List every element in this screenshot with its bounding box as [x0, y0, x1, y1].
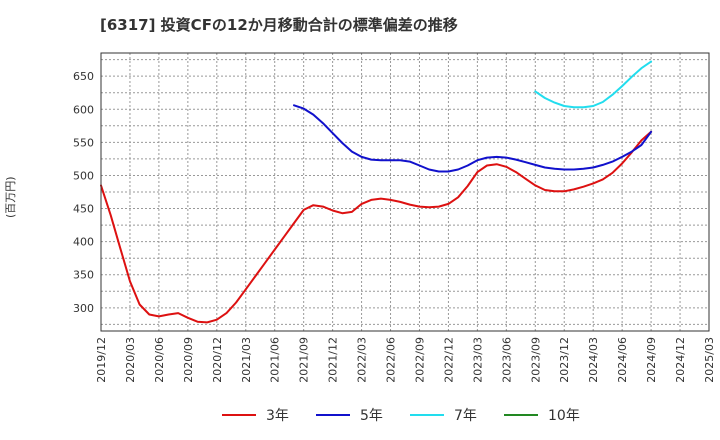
series-line-5年 [293, 104, 653, 173]
legend-swatch [222, 414, 256, 416]
legend-item: 10年 [504, 404, 580, 426]
chart-title: [6317] 投資CFの12か月移動合計の標準偏差の推移 [100, 16, 458, 34]
legend-swatch [316, 414, 350, 416]
legend-label: 3年 [266, 408, 289, 424]
x-tick-label: 2024/06 [616, 337, 629, 383]
y-tick-label: 450 [73, 203, 94, 216]
x-tick-label: 2025/03 [703, 337, 716, 383]
x-tick-label: 2024/09 [645, 337, 658, 383]
y-tick-labels: 300 350 400 450 500 550 600 650 [73, 70, 94, 315]
legend-item: 7年 [410, 404, 477, 426]
x-tick-label: 2022/12 [442, 337, 455, 383]
plot-area-frame [100, 52, 710, 332]
x-tick-label: 2023/09 [529, 337, 542, 383]
legend-swatch [410, 414, 444, 416]
y-tick-label: 600 [73, 103, 94, 116]
x-tick-label: 2020/09 [182, 337, 195, 383]
x-tick-labels: 2019/12 2020/03 2020/06 2020/09 2020/12 2021/… [95, 337, 716, 383]
y-tick-label: 300 [73, 302, 94, 315]
x-tick-label: 2023/12 [558, 337, 571, 383]
x-tick-label: 2022/03 [356, 337, 369, 383]
legend: 3年 5年 7年 10年 [0, 404, 720, 426]
y-tick-label: 400 [73, 236, 94, 249]
series-line-3年 [100, 130, 653, 324]
x-tick-label: 2021/12 [327, 337, 340, 383]
x-tick-label: 2019/12 [95, 337, 108, 383]
y-tick-label: 500 [73, 169, 94, 182]
y-tick-label: 650 [73, 70, 94, 83]
x-tick-label: 2020/06 [153, 337, 166, 383]
legend-item: 5年 [316, 404, 383, 426]
y-tick-label: 350 [73, 269, 94, 282]
x-tick-label: 2021/09 [298, 337, 311, 383]
series-line-7年 [534, 60, 653, 109]
y-tick-label: 550 [73, 136, 94, 149]
x-tick-label: 2022/06 [385, 337, 398, 383]
x-tick-label: 2023/03 [471, 337, 484, 383]
x-tick-label: 2021/06 [269, 337, 282, 383]
x-tick-label: 2022/09 [413, 337, 426, 383]
series-lines [100, 60, 653, 324]
gridlines [101, 53, 709, 331]
legend-label: 10年 [548, 408, 580, 424]
x-tick-label: 2020/03 [124, 337, 137, 383]
x-tick-label: 2020/12 [211, 337, 224, 383]
x-tick-label: 2024/03 [587, 337, 600, 383]
legend-label: 7年 [454, 408, 477, 424]
legend-item: 3年 [222, 404, 289, 426]
x-tick-label: 2024/12 [674, 337, 687, 383]
legend-swatch [504, 414, 538, 416]
x-tick-label: 2021/03 [240, 337, 253, 383]
x-tick-label: 2023/06 [500, 337, 513, 383]
legend-label: 5年 [360, 408, 383, 424]
